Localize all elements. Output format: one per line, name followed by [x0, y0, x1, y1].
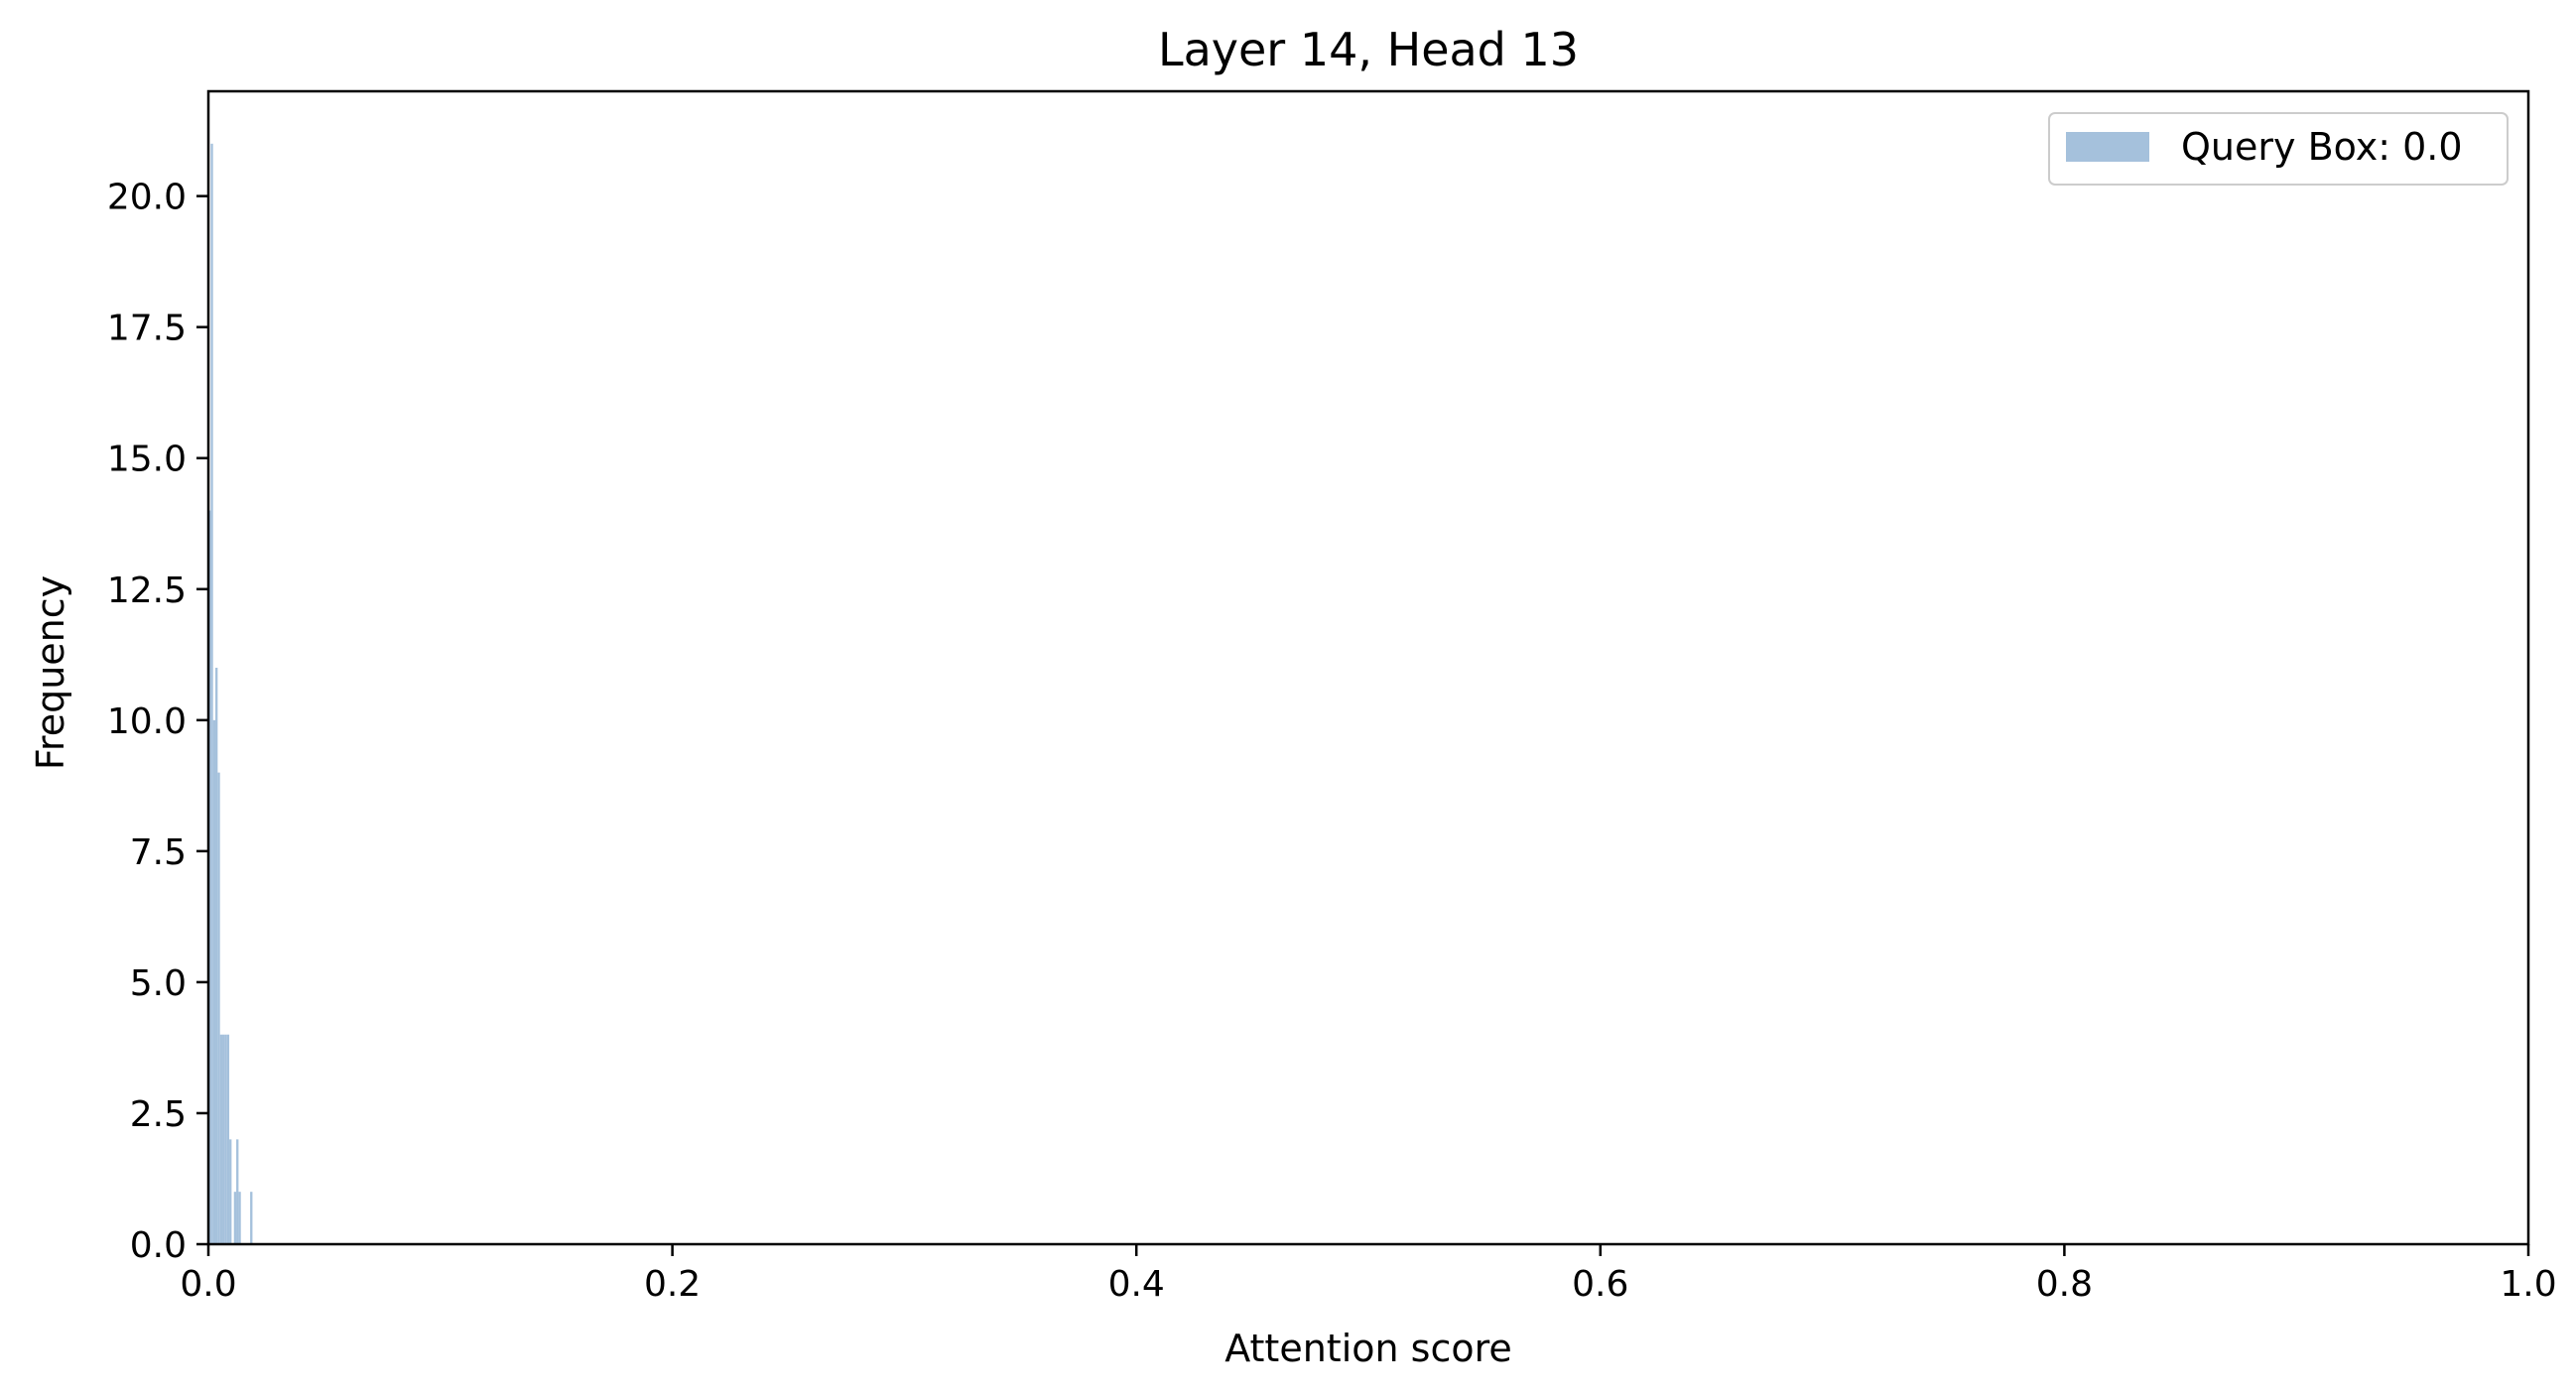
legend-box	[2048, 112, 2509, 186]
y-tick-label: 7.5	[130, 832, 187, 873]
x-axis-ticks: 0.0 0.2 0.4 0.6 0.8 1.0	[180, 1244, 2557, 1305]
x-tick-label: 0.8	[2036, 1264, 2093, 1305]
y-axis-label: Frequency	[29, 575, 72, 770]
histogram-bar	[219, 1034, 223, 1244]
histogram-bar	[250, 1192, 253, 1244]
histogram-bar	[226, 1034, 230, 1244]
histogram-bar	[217, 772, 220, 1244]
legend-swatch	[2066, 132, 2149, 162]
plot-frame	[206, 89, 2530, 1246]
y-tick-label: 12.5	[107, 571, 187, 611]
histogram-bar	[229, 1139, 232, 1244]
legend-label: Query Box: 0.0	[2181, 125, 2463, 169]
x-tick-label: 1.0	[2500, 1264, 2556, 1305]
y-axis-ticks: 0.0 2.5 5.0 7.5 10.0 12.5 15.0 17.5 20.0	[107, 178, 208, 1266]
x-tick-label: 0.2	[644, 1264, 701, 1305]
histogram-bar	[233, 1192, 237, 1244]
histogram-bar	[210, 143, 213, 1245]
histogram-bar	[215, 668, 218, 1244]
y-tick-label: 5.0	[130, 963, 187, 1004]
y-tick-label: 10.0	[107, 701, 187, 742]
histogram-bar	[224, 1034, 227, 1244]
x-tick-label: 0.6	[1572, 1264, 1628, 1305]
x-tick-label: 0.0	[180, 1264, 236, 1305]
chart-title: Layer 14, Head 13	[1158, 23, 1579, 76]
histogram-bar	[212, 719, 216, 1244]
histogram-bar	[222, 1034, 225, 1244]
y-tick-label: 17.5	[107, 309, 187, 349]
histogram-bar	[236, 1139, 239, 1244]
legend: Query Box: 0.0	[2048, 112, 2509, 186]
histogram-bar	[238, 1192, 241, 1244]
y-tick-label: 15.0	[107, 440, 187, 480]
y-tick-label: 0.0	[130, 1225, 187, 1266]
y-tick-label: 20.0	[107, 178, 187, 218]
x-axis-label: Attention score	[1224, 1327, 1512, 1370]
y-tick-label: 2.5	[130, 1094, 187, 1135]
x-tick-label: 0.4	[1108, 1264, 1165, 1305]
